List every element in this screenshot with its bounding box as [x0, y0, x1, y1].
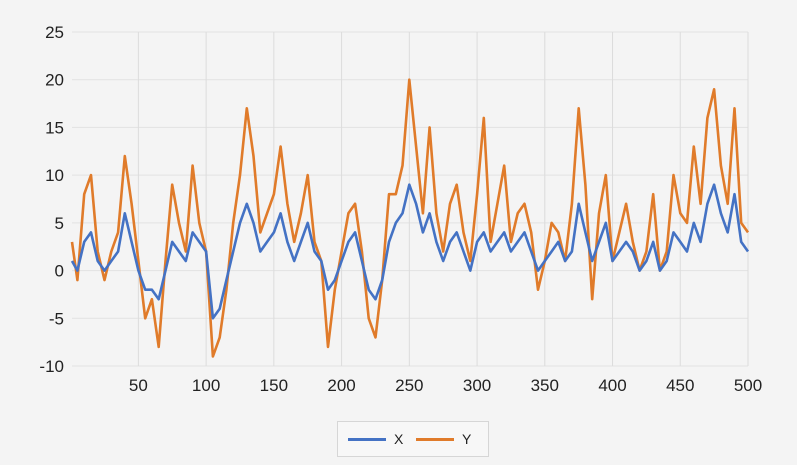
x-tick-label: 300	[463, 376, 491, 395]
x-tick-label: 150	[260, 376, 288, 395]
y-tick-label: -5	[49, 309, 64, 328]
legend-swatch-x	[348, 438, 386, 441]
y-tick-label: 20	[45, 71, 64, 90]
x-tick-label: 100	[192, 376, 220, 395]
y-tick-label: 10	[45, 166, 64, 185]
series-lines	[70, 78, 750, 358]
y-tick-label: 5	[55, 214, 64, 233]
legend-label-y: Y	[462, 431, 472, 447]
y-tick-label: -10	[39, 357, 64, 376]
x-tick-label: 250	[395, 376, 423, 395]
x-tick-label: 50	[129, 376, 148, 395]
series-line-x	[70, 183, 750, 320]
x-tick-label: 500	[734, 376, 762, 395]
x-tick-label: 450	[666, 376, 694, 395]
x-tick-label: 350	[531, 376, 559, 395]
series-line-y	[70, 78, 750, 358]
legend-swatch-y	[416, 438, 454, 441]
y-tick-label: 25	[45, 23, 64, 42]
legend-label-x: X	[394, 431, 404, 447]
x-tick-label: 400	[598, 376, 626, 395]
legend: X Y	[337, 421, 489, 457]
y-tick-label: 15	[45, 118, 64, 137]
x-tick-label: 200	[327, 376, 355, 395]
y-tick-label: 0	[55, 262, 64, 281]
